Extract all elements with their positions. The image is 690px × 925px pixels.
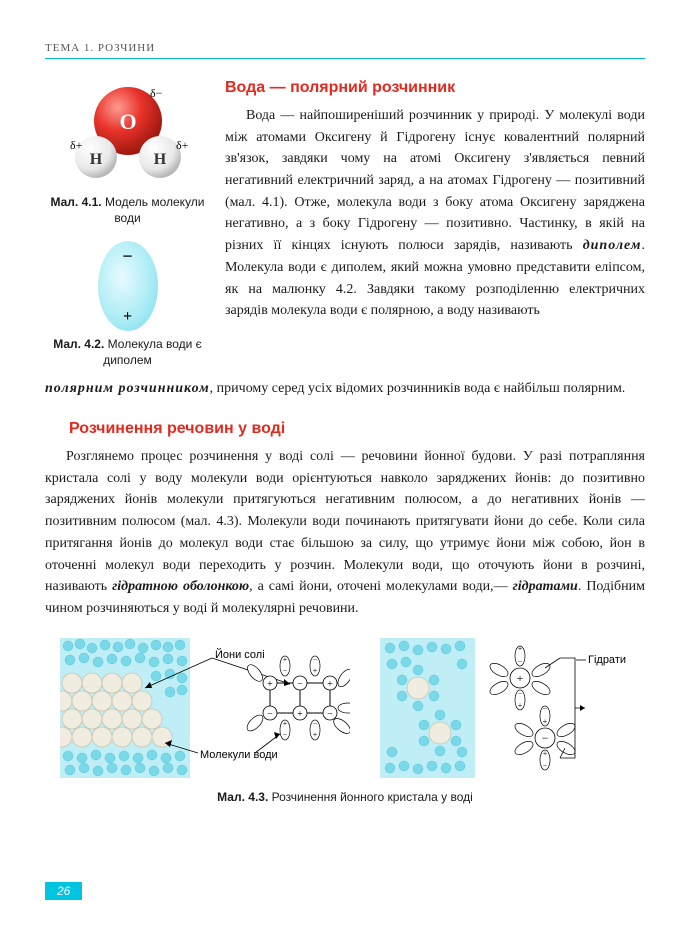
svg-text:Молекули води: Молекули води xyxy=(200,749,278,761)
theme-header-rule: ТЕМА 1. РОЗЧИНИ xyxy=(45,40,645,59)
svg-text:−: − xyxy=(543,704,548,713)
paragraph-1-continued: полярним розчинником, причому серед усіх… xyxy=(45,378,645,400)
svg-text:+: + xyxy=(297,709,303,720)
svg-text:−: − xyxy=(267,709,273,720)
term-dipole: диполем xyxy=(583,238,642,253)
section-1-row: O H H δ− δ+ δ+ Мал. 4.1. Модель молекули… xyxy=(45,79,645,368)
para1-part-a: Вода — найпоширеніший розчинник у природ… xyxy=(225,108,645,253)
para2-part-b: , а самі йони, оточені молекулами води,— xyxy=(249,579,512,594)
svg-text:−: − xyxy=(297,679,303,690)
svg-text:Гідрати: Гідрати xyxy=(588,654,626,666)
figure-4-3: Йони солі Молекули води + − + − + − xyxy=(45,638,645,778)
svg-text:+: + xyxy=(283,719,288,728)
figures-column: O H H δ− δ+ δ+ Мал. 4.1. Модель молекули… xyxy=(45,79,210,368)
theme-header: ТЕМА 1. РОЗЧИНИ xyxy=(45,42,155,54)
svg-text:H: H xyxy=(153,151,166,168)
svg-text:−: − xyxy=(518,689,523,698)
svg-text:δ+: δ+ xyxy=(176,138,189,152)
figure-4-3-left: Йони солі Молекули води + − + − + − xyxy=(60,638,350,778)
section-1-text: Вода — полярний розчинник Вода — найпоши… xyxy=(225,79,645,368)
svg-text:−: − xyxy=(518,657,523,666)
svg-text:H: H xyxy=(89,151,102,168)
term-hydrate-shell: гідратною оболонкою xyxy=(112,579,249,594)
svg-text:+: + xyxy=(313,730,318,739)
fig-4-2-label: Мал. 4.2. xyxy=(53,337,104,351)
figure-4-3-caption: Мал. 4.3. Розчинення йонного кристала у … xyxy=(45,790,645,804)
svg-text:−: − xyxy=(283,730,288,739)
figure-4-2-caption: Мал. 4.2. Молекула води є диполем xyxy=(45,337,210,368)
svg-text:+: + xyxy=(543,749,548,758)
paragraph-1: Вода — найпоширеніший розчинник у природ… xyxy=(225,105,645,322)
svg-text:+: + xyxy=(283,655,288,664)
svg-text:+: + xyxy=(267,679,273,690)
dipole-minus: − xyxy=(122,246,132,267)
figure-4-3-right: + + − − + − − + xyxy=(380,638,630,778)
svg-text:−: − xyxy=(313,655,318,664)
svg-text:−: − xyxy=(313,719,318,728)
figure-4-2: − + xyxy=(98,241,158,331)
svg-text:δ−: δ− xyxy=(150,86,163,100)
para1-part-c: , причому серед усіх відомих розчинників… xyxy=(210,381,626,396)
figure-4-1: O H H δ− δ+ δ+ xyxy=(58,79,198,189)
paragraph-2: Розглянемо процес розчинення у воді солі… xyxy=(45,446,645,620)
fig-4-1-label: Мал. 4.1. xyxy=(50,195,101,209)
para2-part-a: Розглянемо процес розчинення у воді солі… xyxy=(45,449,645,594)
svg-text:O: O xyxy=(119,109,136,134)
svg-text:−: − xyxy=(542,731,549,745)
term-hydrates: гідратами xyxy=(513,579,578,594)
svg-text:−: − xyxy=(543,761,548,770)
svg-text:Йони солі: Йони солі xyxy=(215,648,265,661)
svg-text:δ+: δ+ xyxy=(70,138,83,152)
fig-4-2-text: Молекула води є диполем xyxy=(103,337,202,367)
heading-2: Розчинення речовин у воді xyxy=(69,420,645,438)
svg-text:+: + xyxy=(517,671,524,685)
page-number: 26 xyxy=(45,882,82,900)
term-polar-solvent: полярним розчинником xyxy=(45,381,210,396)
svg-text:−: − xyxy=(327,709,333,720)
fig-4-1-text: Модель молекули води xyxy=(102,195,205,225)
svg-text:+: + xyxy=(518,701,523,710)
svg-text:+: + xyxy=(327,679,333,690)
section-2: Розчинення речовин у воді Розглянемо про… xyxy=(45,420,645,620)
fig-4-3-label: Мал. 4.3. xyxy=(217,790,268,804)
figure-4-1-caption: Мал. 4.1. Модель молекули води xyxy=(45,195,210,226)
svg-text:−: − xyxy=(283,666,288,675)
heading-1: Вода — полярний розчинник xyxy=(225,79,645,97)
dipole-plus: + xyxy=(123,308,132,326)
svg-text:+: + xyxy=(543,717,548,726)
svg-text:+: + xyxy=(313,666,318,675)
fig-4-3-text: Розчинення йонного кристала у воді xyxy=(268,790,473,804)
svg-text:+: + xyxy=(518,644,523,653)
